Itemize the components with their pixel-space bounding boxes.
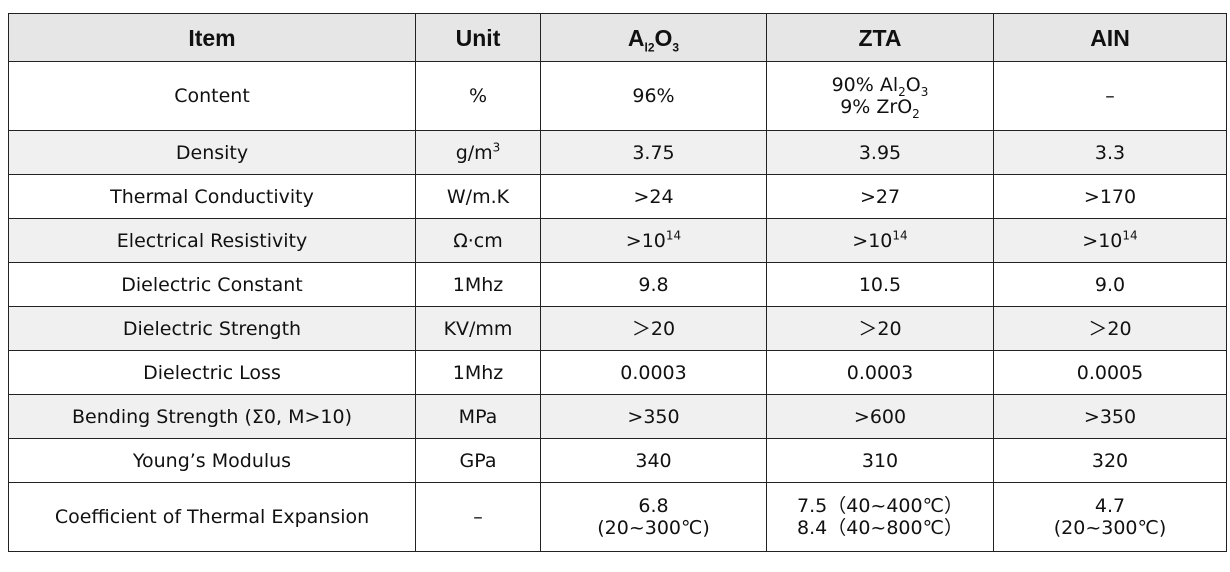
text-run: O [905, 74, 921, 96]
row-label: Thermal Conductivity [8, 174, 416, 219]
text-run: >10 [852, 229, 893, 252]
cell: >350 [540, 394, 767, 439]
subscript: l2 [644, 40, 655, 55]
cell: ＞20 [993, 306, 1227, 351]
table-row: Dielectric Strength KV/mm ＞20 ＞20 ＞20 [8, 306, 1227, 351]
cell: >1014 [540, 218, 767, 263]
table-row: Young’s Modulus GPa 340 310 320 [8, 438, 1227, 483]
header-cell: AIN [993, 13, 1227, 62]
cell: 9.8 [540, 262, 767, 307]
cell: 340 [540, 438, 767, 483]
superscript: 3 [492, 140, 501, 155]
cell: >600 [766, 394, 994, 439]
table-row: Content% 96% 90% Al2O3 9% ZrO2– [8, 61, 1227, 131]
cell-line: Al2O3 [541, 24, 766, 53]
cell: ＞20 [766, 306, 994, 351]
cell: MPa [415, 394, 541, 439]
cell-line: g/m3 [416, 140, 540, 164]
text-run: 90% Al [831, 74, 899, 96]
cell-line: 9% ZrO2 [767, 96, 993, 121]
cell-line: 8.4（40~800℃） [797, 517, 963, 539]
cell: >27 [766, 174, 994, 219]
table-row: Dielectric Constant 1Mhz 9.8 10.5 9.0 [8, 262, 1227, 307]
cell: >24 [540, 174, 767, 219]
superscript: 14 [1122, 228, 1138, 243]
cell: 9.0 [993, 262, 1227, 307]
text-run: A [627, 24, 645, 51]
table-row: Electrical Resistivity Ω·cm >1014 >1014 >101… [8, 218, 1227, 263]
cell: 6.8 (20~300℃) [540, 482, 767, 552]
header-cell: Unit [415, 13, 541, 62]
table-row: Thermal Conductivity W/m.K >24 >27 >170 [8, 174, 1227, 219]
cell-line: >1014 [767, 228, 993, 252]
header-cell: Item [8, 13, 416, 62]
subscript: 3 [672, 40, 680, 55]
cell: >1014 [993, 218, 1227, 263]
table-row: Coefficient of Thermal Expansion –6.8 (20~… [8, 482, 1227, 552]
superscript: 14 [665, 228, 682, 243]
cell: ＞20 [540, 306, 767, 351]
text-run: g/m [455, 141, 493, 164]
cell-line: 7.5（40~400℃） [797, 495, 963, 517]
text-run: >10 [625, 229, 666, 252]
cell: 4.7 (20~300℃) [993, 482, 1227, 552]
cell: Ω·cm [415, 218, 541, 263]
header-row: Item Unit Al2O3 ZTA AIN [8, 13, 1227, 62]
header-cell: Al2O3 [540, 13, 767, 62]
cell-line: (20~300℃) [597, 517, 710, 539]
header-cell: ZTA [766, 13, 994, 62]
row-label: Electrical Resistivity [8, 218, 416, 263]
subscript: 2 [898, 84, 906, 99]
cell: 1Mhz [415, 350, 541, 395]
cell-line: 6.8 [638, 495, 669, 517]
cell: 0.0003 [766, 350, 994, 395]
row-label: Dielectric Constant [8, 262, 416, 307]
cell: >1014 [766, 218, 994, 263]
cell: W/m.K [415, 174, 541, 219]
cell: KV/mm [415, 306, 541, 351]
cell: 96% [540, 61, 767, 131]
superscript: 14 [892, 228, 908, 243]
cell: >350 [993, 394, 1227, 439]
cell-line: >1014 [994, 228, 1226, 252]
row-label: Density [8, 130, 416, 175]
cell-line: >1014 [541, 228, 766, 252]
cell-line: 90% Al2O3 [767, 74, 993, 99]
cell: >170 [993, 174, 1227, 219]
cell-line: (20~300℃) [1053, 517, 1167, 539]
cell: 10.5 [766, 262, 994, 307]
cell: – [415, 482, 541, 552]
subscript: 3 [920, 84, 929, 99]
cell: 310 [766, 438, 994, 483]
row-label: Dielectric Loss [8, 350, 416, 395]
table-row: Bending Strength (Σ0, M>10) MPa >350 >600 >3… [8, 394, 1227, 439]
cell: 3.75 [540, 130, 767, 175]
cell: 7.5（40~400℃） 8.4（40~800℃） [766, 482, 994, 552]
cell: 0.0003 [540, 350, 767, 395]
text-run: O [654, 24, 673, 51]
table-row: Density g/m3 3.75 3.95 3.3 [8, 130, 1227, 175]
cell: 3.95 [766, 130, 994, 175]
subscript: 2 [912, 106, 920, 121]
row-label: Dielectric Strength [8, 306, 416, 351]
cell: – [993, 61, 1227, 131]
row-label: Young’s Modulus [8, 438, 416, 483]
row-label: Coefficient of Thermal Expansion [8, 482, 416, 552]
cell: 1Mhz [415, 262, 541, 307]
row-label: Bending Strength (Σ0, M>10) [8, 394, 416, 439]
spec-table: Item Unit Al2O3 ZTA AIN Content% 96% 90% Al2O3… [8, 13, 1227, 552]
table-row: Dielectric Loss 1Mhz 0.0003 0.0003 0.0005 [8, 350, 1227, 395]
text-run: 9% ZrO [840, 96, 913, 118]
cell: 3.3 [993, 130, 1227, 175]
row-label: Content [8, 61, 416, 131]
cell: % [415, 61, 541, 131]
cell: 90% Al2O3 9% ZrO2 [766, 61, 994, 131]
text-run: >10 [1082, 229, 1123, 252]
cell: GPa [415, 438, 541, 483]
cell: 320 [993, 438, 1227, 483]
cell-line: 4.7 [1094, 495, 1126, 517]
cell: 0.0005 [993, 350, 1227, 395]
cell: g/m3 [415, 130, 541, 175]
